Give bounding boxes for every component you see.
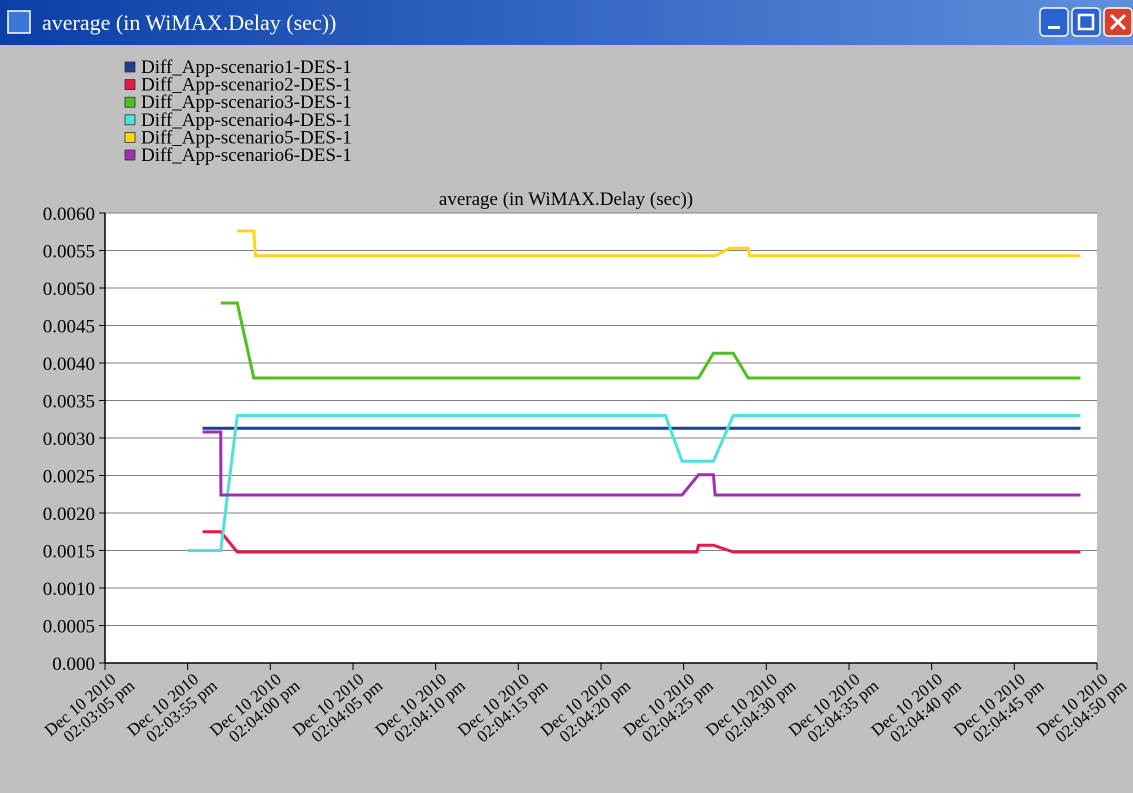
title-bar bbox=[0, 0, 1133, 45]
y-tick-label: 0.0035 bbox=[43, 392, 95, 413]
y-tick-label: 0.0050 bbox=[43, 279, 95, 300]
y-tick-label: 0.000 bbox=[52, 654, 95, 675]
legend-swatch bbox=[124, 114, 136, 126]
y-tick-label: 0.0030 bbox=[43, 429, 95, 450]
legend-label: Diff_App-scenario6-DES-1 bbox=[141, 145, 352, 166]
legend-label: Diff_App-scenario4-DES-1 bbox=[141, 110, 352, 131]
window-title: average (in WiMAX.Delay (sec)) bbox=[42, 10, 336, 35]
legend-swatch bbox=[124, 79, 136, 90]
legend-swatch bbox=[124, 149, 136, 161]
chart-title: average (in WiMAX.Delay (sec)) bbox=[439, 189, 693, 210]
series-line bbox=[220, 301, 1081, 380]
y-tick-label: 0.0055 bbox=[43, 242, 95, 263]
y-tick-label: 0.0045 bbox=[43, 317, 95, 338]
y-tick-label: 0.0015 bbox=[43, 542, 95, 563]
legend-swatch bbox=[124, 61, 136, 73]
y-tick-label: 0.0005 bbox=[43, 617, 95, 638]
y-tick-label: 0.0025 bbox=[43, 467, 95, 488]
legend-label: Diff_App-scenario1-DES-1 bbox=[141, 57, 352, 78]
maximize-button[interactable] bbox=[1071, 7, 1101, 37]
y-tick-label: 0.0010 bbox=[43, 579, 95, 600]
y-tick-label: 0.0060 bbox=[43, 204, 95, 225]
legend-label: Diff_App-scenario3-DES-1 bbox=[141, 92, 352, 113]
minimize-button[interactable] bbox=[1039, 7, 1069, 37]
minimize-glyph bbox=[1048, 26, 1060, 29]
legend: Diff_App-scenario1-DES-1Diff_App-scenari… bbox=[124, 57, 352, 166]
y-tick-label: 0.0040 bbox=[43, 354, 95, 375]
series-line bbox=[237, 229, 1081, 258]
series-line bbox=[202, 430, 1081, 497]
maximize-glyph bbox=[1077, 13, 1095, 31]
series-line bbox=[187, 414, 1081, 552]
legend-swatch bbox=[124, 96, 136, 108]
legend-label: Diff_App-scenario5-DES-1 bbox=[141, 127, 352, 148]
grid bbox=[105, 212, 1097, 664]
legend-swatch bbox=[124, 131, 136, 143]
close-glyph bbox=[1109, 13, 1127, 31]
window-icon bbox=[7, 10, 31, 34]
legend-label: Diff_App-scenario2-DES-1 bbox=[141, 75, 352, 96]
y-tick-label: 0.0020 bbox=[43, 504, 95, 525]
series-lines bbox=[187, 229, 1081, 554]
